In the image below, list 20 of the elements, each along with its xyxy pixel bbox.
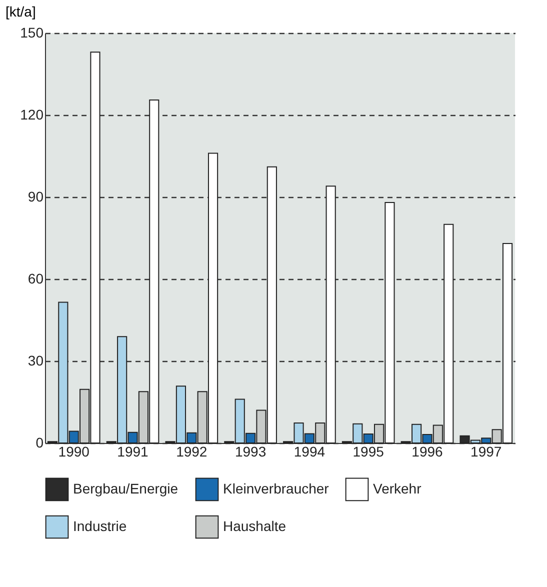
legend-label: Haushalte bbox=[223, 518, 286, 534]
x-tick-label: 1996 bbox=[412, 444, 444, 460]
x-tick-label: 1997 bbox=[470, 444, 502, 460]
x-tick-label: 1992 bbox=[176, 444, 208, 460]
x-tick-label: 1991 bbox=[117, 444, 149, 460]
y-tick-label: 90 bbox=[28, 188, 44, 204]
y-tick-label: 120 bbox=[20, 106, 44, 122]
x-tick-label: 1994 bbox=[294, 444, 326, 460]
y-tick-label: 30 bbox=[28, 352, 44, 368]
legend-label: Industrie bbox=[73, 518, 127, 534]
x-tick-label: 1993 bbox=[234, 444, 266, 460]
legend-label: Bergbau/Energie bbox=[73, 480, 178, 496]
x-tick-label: 1995 bbox=[352, 444, 384, 460]
legend-label: Verkehr bbox=[373, 480, 422, 496]
y-tick-label: 150 bbox=[20, 24, 44, 40]
x-tick-label: 1990 bbox=[58, 444, 90, 460]
y-tick-label: 0 bbox=[36, 434, 44, 450]
legend-label: Kleinverbraucher bbox=[223, 480, 330, 496]
y-tick-label: 60 bbox=[28, 270, 44, 286]
y-axis-title: [kt/a] bbox=[6, 4, 36, 20]
